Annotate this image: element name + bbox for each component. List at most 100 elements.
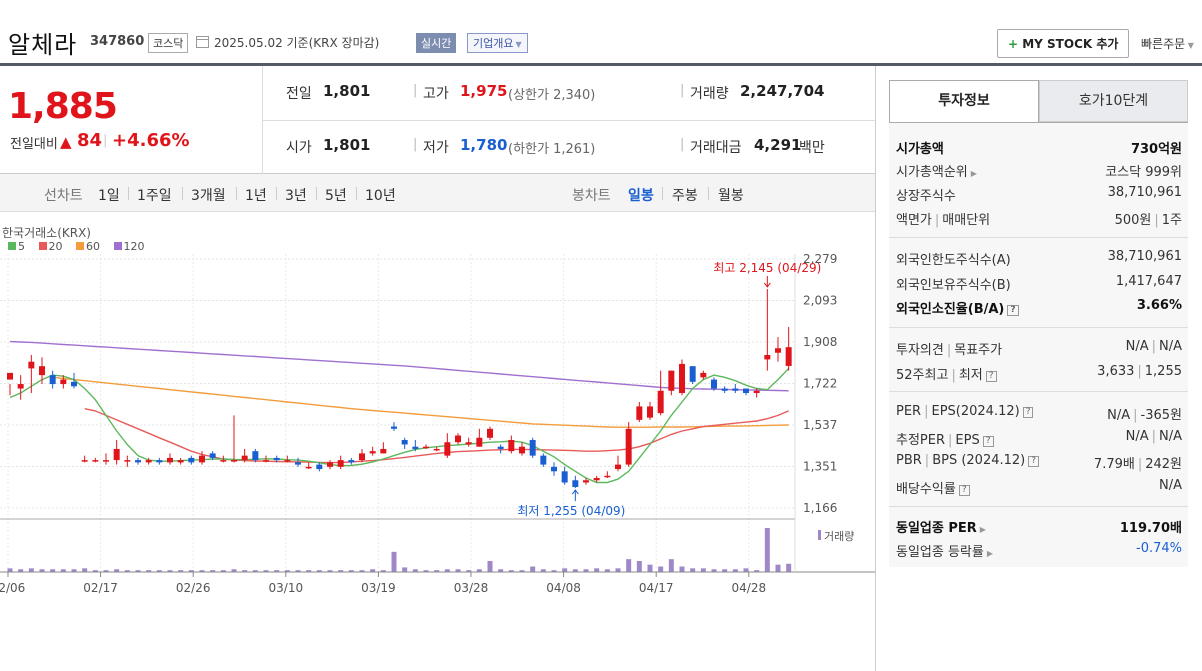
period-5y[interactable]: 5년 (325, 188, 347, 204)
current-price: 1,885 (8, 86, 118, 127)
candle-body (199, 455, 205, 463)
volume-bar (28, 568, 34, 572)
candle-body (721, 388, 728, 391)
volume-bar (786, 563, 792, 572)
divider (889, 327, 1188, 328)
sector-change-label: 동일업종 등락률 ▶ (896, 541, 993, 560)
volume-bar (188, 570, 194, 572)
caret-down-icon: ▼ (515, 40, 522, 49)
tab-invest-info[interactable]: 투자정보 (889, 80, 1039, 122)
candle-body (711, 379, 717, 389)
help-icon[interactable]: ? (958, 485, 970, 496)
volume-bar (146, 570, 152, 572)
candle-weekly[interactable]: 주봉 (672, 188, 698, 204)
legend-ma20: 20 (38, 240, 63, 253)
chart-canvas[interactable]: 2,279 2,093 1,908 1,722 1,537 1,351 1,166 02/06… (0, 212, 875, 671)
per-label: PER | EPS(2024.12)? (896, 404, 1034, 419)
period-1y[interactable]: 1년 (245, 188, 267, 204)
y-tick-label: 1,351 (803, 460, 837, 474)
market-cap-value: 730억원 (1130, 142, 1182, 157)
face-value-value: 500원 | 1주 (1115, 209, 1182, 228)
info-row-market-cap-rank[interactable]: 시가총액순위 ▶ 코스닥 999위 (896, 159, 1182, 181)
candle-body (284, 460, 291, 462)
tab-hoga-10[interactable]: 호가10단계 (1039, 80, 1188, 122)
help-icon[interactable]: ? (1028, 456, 1040, 467)
period-10y[interactable]: 10년 (365, 188, 396, 204)
candle-body (231, 460, 237, 462)
axes: 2,279 2,093 1,908 1,722 1,537 1,351 1,166 02/06… (0, 252, 875, 595)
min-arrow-head (571, 489, 579, 495)
help-icon[interactable]: ? (982, 436, 994, 447)
add-my-stock-button[interactable]: + MY STOCK 추가 (997, 29, 1130, 58)
candle-monthly[interactable]: 월봉 (718, 188, 744, 204)
candle-daily[interactable]: 일봉 (628, 188, 654, 204)
legend-swatch (113, 242, 122, 250)
stock-chart[interactable]: 한국거래소(KRX) 5 20 60 120 2,279 2,093 1,908 1,… (0, 212, 875, 671)
bps-text: BPS (2024.12) (932, 453, 1026, 468)
shares-value: 38,710,961 (1107, 185, 1182, 200)
candle-body (540, 455, 547, 465)
x-tick-label: 04/28 (732, 581, 767, 595)
volume-bar (519, 570, 525, 572)
market-cap-rank-label: 시가총액순위 ▶ (896, 161, 977, 180)
y-tick-label: 1,908 (803, 335, 837, 349)
base-date: 2025.05.02 기준(KRX 장마감) (214, 36, 380, 50)
separator: | (413, 83, 418, 98)
separator: | (1151, 339, 1156, 354)
candle-body (529, 439, 536, 456)
info-row-sector-change[interactable]: 동일업종 등락률 ▶ -0.74% (896, 539, 1182, 561)
price-panel: 1,885 전일대비 ▲ 84 | +4.66% 전일 1,801 시가 1,8… (0, 66, 875, 174)
candle-body (647, 406, 653, 418)
volume-bar (370, 569, 376, 572)
info-row-market-cap: 시가총액 730억원 (896, 136, 1182, 158)
foreign-ratio-label: 외국인소진율(B/A)? (896, 298, 1019, 317)
candle-body (433, 448, 440, 451)
volume-bar (39, 569, 45, 572)
volume-bar (114, 569, 120, 572)
volume-bar (380, 570, 386, 572)
realtime-button[interactable]: 실시간 (416, 33, 457, 53)
period-3m[interactable]: 3개월 (191, 188, 226, 204)
volume-bar (775, 564, 781, 572)
volume-bar (60, 569, 66, 572)
legend-ma60: 60 (76, 240, 100, 253)
separator (316, 187, 317, 200)
pbr-value: 7.79배 | 242원 (1094, 453, 1182, 472)
face-value-label: 액면가 | 매매단위 (896, 209, 990, 228)
candle-body (764, 354, 771, 360)
separator: | (103, 133, 108, 148)
quick-order-dropdown[interactable]: 빠른주문 ▼ (1141, 35, 1194, 52)
company-overview-dropdown[interactable]: 기업개요 ▼ (467, 33, 528, 53)
volume-bar (391, 551, 397, 572)
volume-bar (604, 569, 610, 572)
volume-label: 거래량 (824, 530, 854, 543)
candle-body (145, 460, 152, 463)
volume-bar (71, 569, 77, 572)
volume-bar (764, 528, 770, 572)
volume-bar (338, 570, 344, 572)
info-row-pbr: PBR | BPS (2024.12)? 7.79배 | 242원 (896, 451, 1182, 473)
lower-limit: (하한가 1,261) (508, 142, 596, 157)
candle-body (156, 460, 163, 463)
candle-body (71, 381, 77, 387)
info-row-sector-per[interactable]: 동일업종 PER ▶ 119.70배 (896, 515, 1182, 537)
period-3y[interactable]: 3년 (285, 188, 307, 204)
period-1w[interactable]: 1주일 (137, 188, 172, 204)
volume-bar (423, 570, 429, 572)
help-icon[interactable]: ? (985, 371, 997, 382)
help-icon[interactable]: ? (1007, 305, 1019, 316)
help-icon[interactable]: ? (1022, 407, 1034, 418)
period-1d[interactable]: 1일 (98, 188, 120, 204)
candle-body (604, 475, 611, 478)
separator (276, 187, 277, 200)
stock-name: 알체라 (8, 31, 78, 59)
sector-per-value: 119.70배 (1119, 521, 1182, 536)
volume-bar (7, 568, 13, 572)
legend-ma120: 120 (113, 240, 145, 253)
separator: | (1137, 457, 1143, 472)
candle-body (380, 448, 387, 454)
volume-bar (242, 570, 248, 572)
volume-bar (412, 569, 418, 572)
candle-body (657, 390, 664, 414)
volume-bar (92, 570, 98, 572)
